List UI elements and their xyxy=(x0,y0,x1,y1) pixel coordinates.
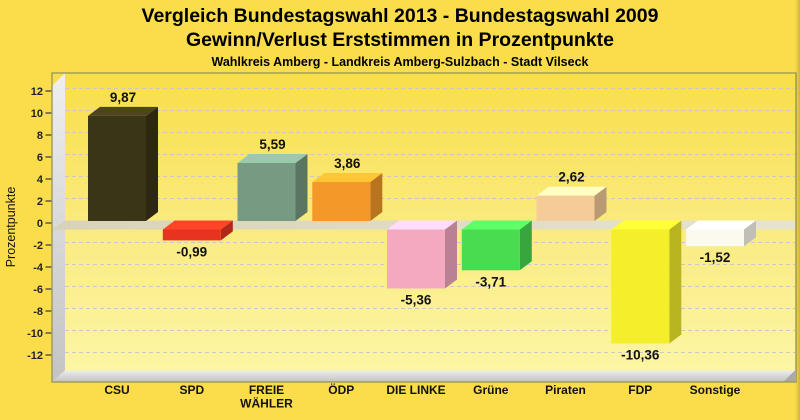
bar-side-face xyxy=(295,154,308,221)
x-axis-label: ÖDP xyxy=(328,382,354,397)
bar-side-face xyxy=(669,220,682,344)
bar-group-DIE LINKE: -5,36 xyxy=(387,220,457,308)
bar-front-face xyxy=(312,182,371,221)
y-tick-label: 0 xyxy=(37,218,43,230)
bar-value-label: 3,86 xyxy=(334,156,361,171)
bar-front-face xyxy=(88,115,146,221)
bar-front-face xyxy=(162,229,221,241)
chart-header: Vergleich Bundestagswahl 2013 - Bundesta… xyxy=(0,5,800,69)
bar-top-face xyxy=(162,220,233,230)
bar-top-face xyxy=(88,106,158,116)
y-tick-label: -10 xyxy=(27,328,43,340)
chart-title-line2: Gewinn/Verlust Erststimmen in Prozentpun… xyxy=(185,28,614,51)
y-tick-label: 4 xyxy=(37,174,44,186)
bar-top-face xyxy=(312,173,383,182)
bar-top-face xyxy=(611,220,682,230)
bar-top-face xyxy=(387,220,457,230)
bar-top-face xyxy=(536,186,607,196)
bar-top-face xyxy=(461,220,532,230)
x-axis-label: CSU xyxy=(104,383,129,397)
bar-group-FDP: -10,36 xyxy=(611,220,682,363)
bar-front-face xyxy=(611,229,670,344)
y-tick-label: 2 xyxy=(37,196,43,208)
bar-value-label: 9,87 xyxy=(110,90,136,105)
bar-side-face xyxy=(744,220,756,247)
bar-group-CSU: 9,87 xyxy=(88,90,158,221)
x-axis-label: FREIE WÄHLER xyxy=(240,383,293,411)
y-tick-label: -12 xyxy=(27,350,43,362)
x-axis-label: Piraten xyxy=(545,383,586,397)
page-right-edge-shade xyxy=(795,0,800,420)
bar-value-label: -5,36 xyxy=(401,293,432,308)
y-tick-label: -6 xyxy=(33,284,43,296)
y-tick-label: -4 xyxy=(33,262,44,274)
bar-front-face xyxy=(387,229,445,289)
x-axis-label: DIE LINKE xyxy=(386,383,445,397)
bar-group-FREIE WÄHLER: 5,59 xyxy=(237,137,308,221)
bar-front-face xyxy=(237,163,296,221)
x-axis-label: FDP xyxy=(628,383,652,397)
bar-front-face xyxy=(536,195,595,221)
floor-3d xyxy=(52,370,795,382)
y-tick-label: 8 xyxy=(37,130,43,142)
bar-top-face xyxy=(237,154,308,163)
plot-border xyxy=(51,72,797,383)
bar-value-label: -0,99 xyxy=(176,244,207,259)
bar-value-label: -3,71 xyxy=(475,274,506,289)
y-tick-label: -8 xyxy=(33,306,43,318)
bar-value-label: -1,52 xyxy=(700,250,731,265)
x-axis-label: SPD xyxy=(179,383,204,397)
bar-side-face xyxy=(519,220,532,271)
y-axis-title: Prozentpunkte xyxy=(4,187,18,268)
chart-subtitle: Wahlkreis Amberg - Landkreis Amberg-Sulz… xyxy=(211,55,589,69)
y-tick-label: -2 xyxy=(33,240,43,252)
bar-group-Grüne: -3,71 xyxy=(461,220,532,289)
bar-side-face xyxy=(146,106,158,221)
bar-side-face xyxy=(370,173,383,221)
bar-group-Piraten: 2,62 xyxy=(536,170,607,221)
chart-title-line1: Vergleich Bundestagswahl 2013 - Bundesta… xyxy=(141,5,659,27)
bar-front-face xyxy=(686,229,744,247)
bar-value-label: 2,62 xyxy=(558,170,584,185)
bar-side-face xyxy=(594,186,607,221)
bar-group-Sonstige: -1,52 xyxy=(686,220,756,265)
bar-side-face xyxy=(445,220,457,289)
bar-front-face xyxy=(461,229,520,271)
bar-value-label: -10,36 xyxy=(621,348,660,363)
y-tick-label: 10 xyxy=(31,108,43,120)
bar-top-face xyxy=(686,220,756,230)
floor-corner-3d xyxy=(783,370,795,382)
x-axis-label: Sonstige xyxy=(690,383,741,397)
bar-side-face xyxy=(220,220,233,241)
x-axis-label: Grüne xyxy=(473,383,509,397)
bar-group-ÖDP: 3,86 xyxy=(312,156,383,221)
y-tick-label: 6 xyxy=(37,152,43,164)
y-tick-label: 12 xyxy=(31,86,43,98)
bar-group-SPD: -0,99 xyxy=(162,220,233,259)
bar-value-label: 5,59 xyxy=(259,137,285,152)
